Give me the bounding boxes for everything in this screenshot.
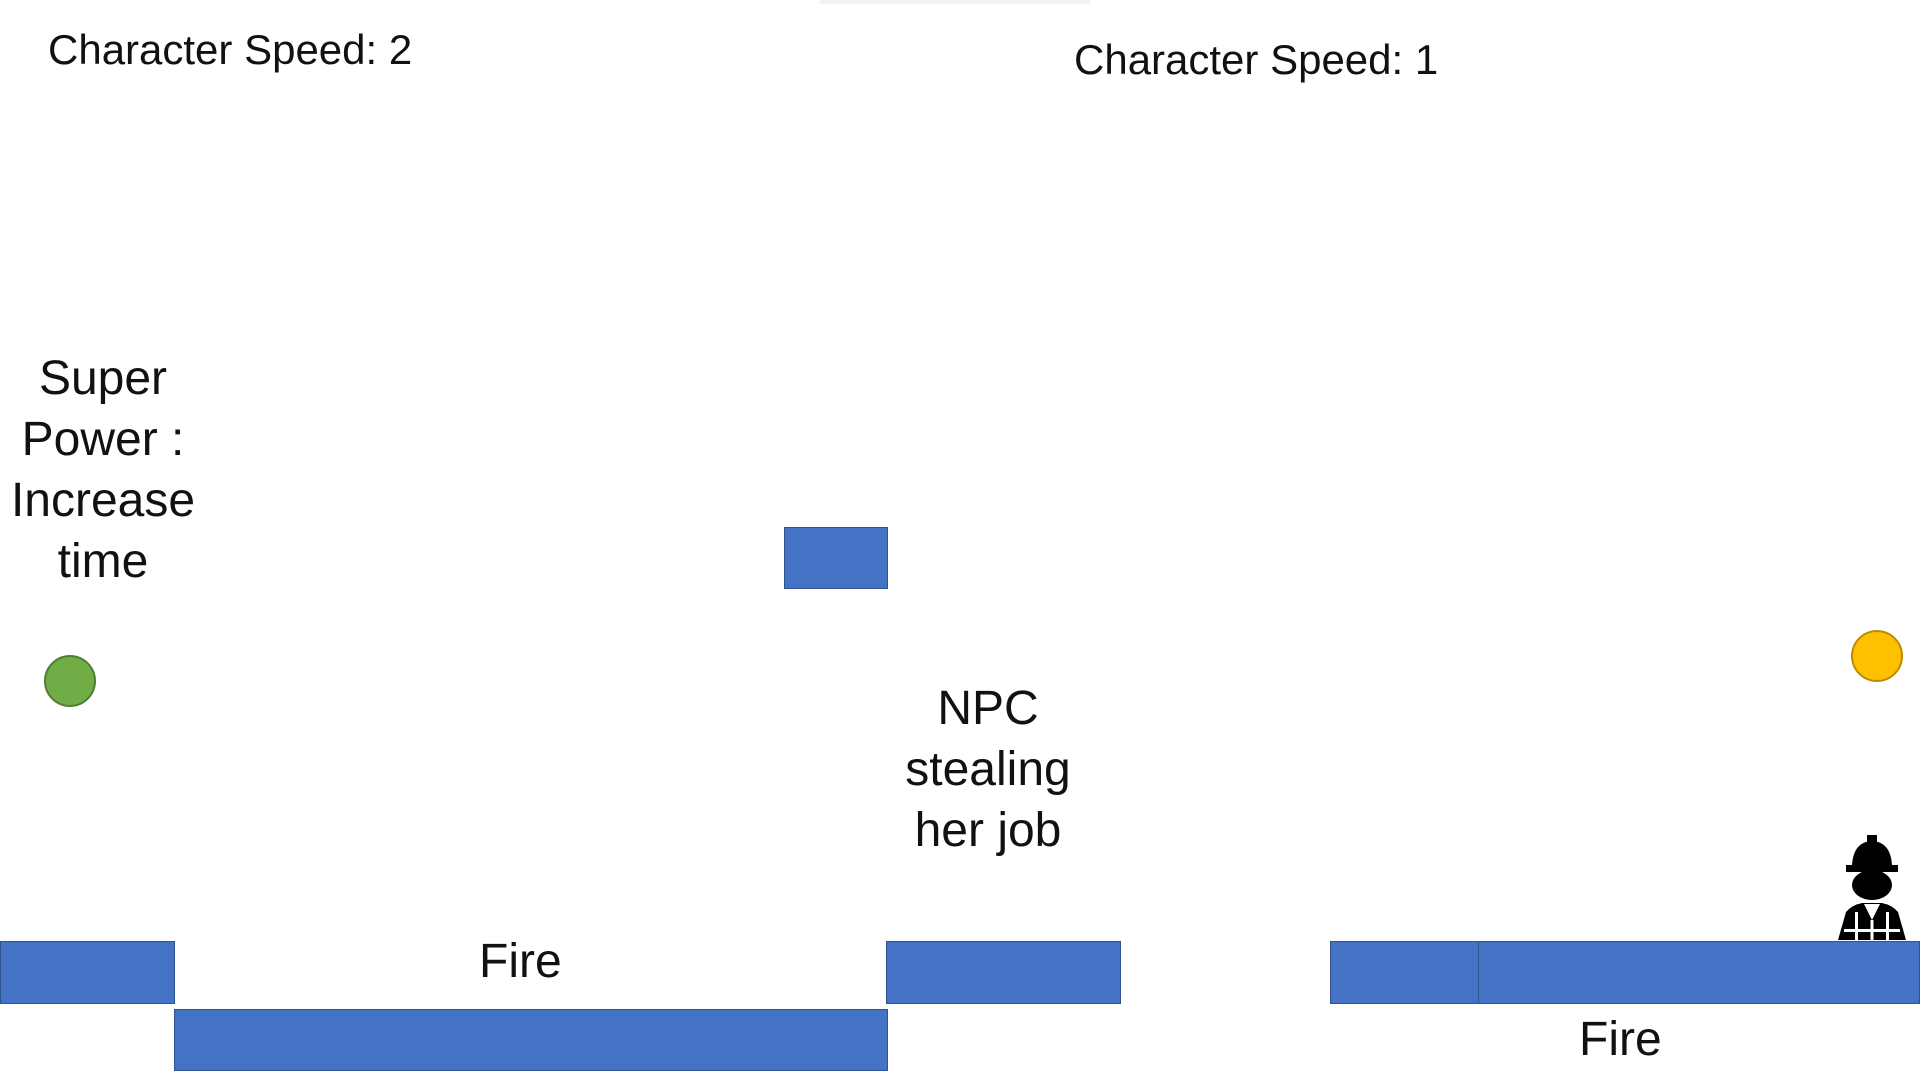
fire-label-left: Fire <box>479 935 562 988</box>
character-speed-right: Character Speed: 1 <box>1074 36 1439 83</box>
fire-label-right: Fire <box>1579 1013 1662 1066</box>
green-power-orb <box>44 655 96 707</box>
npc-label: NPC stealing her job <box>905 682 1071 857</box>
top-edge-mark <box>820 0 1090 4</box>
character-speed-left: Character Speed: 2 <box>48 26 413 73</box>
yellow-coin-orb <box>1851 630 1903 682</box>
ground-platform-right-small <box>1330 941 1479 1004</box>
super-power-label: Super Power : Increase time <box>10 352 196 588</box>
ground-platform-right-long <box>1478 941 1920 1004</box>
lower-platform-fire <box>174 1009 888 1071</box>
construction-worker-icon <box>1838 835 1906 940</box>
floating-platform <box>784 527 888 589</box>
ground-platform-middle <box>886 941 1121 1004</box>
ground-platform-left <box>0 941 175 1004</box>
